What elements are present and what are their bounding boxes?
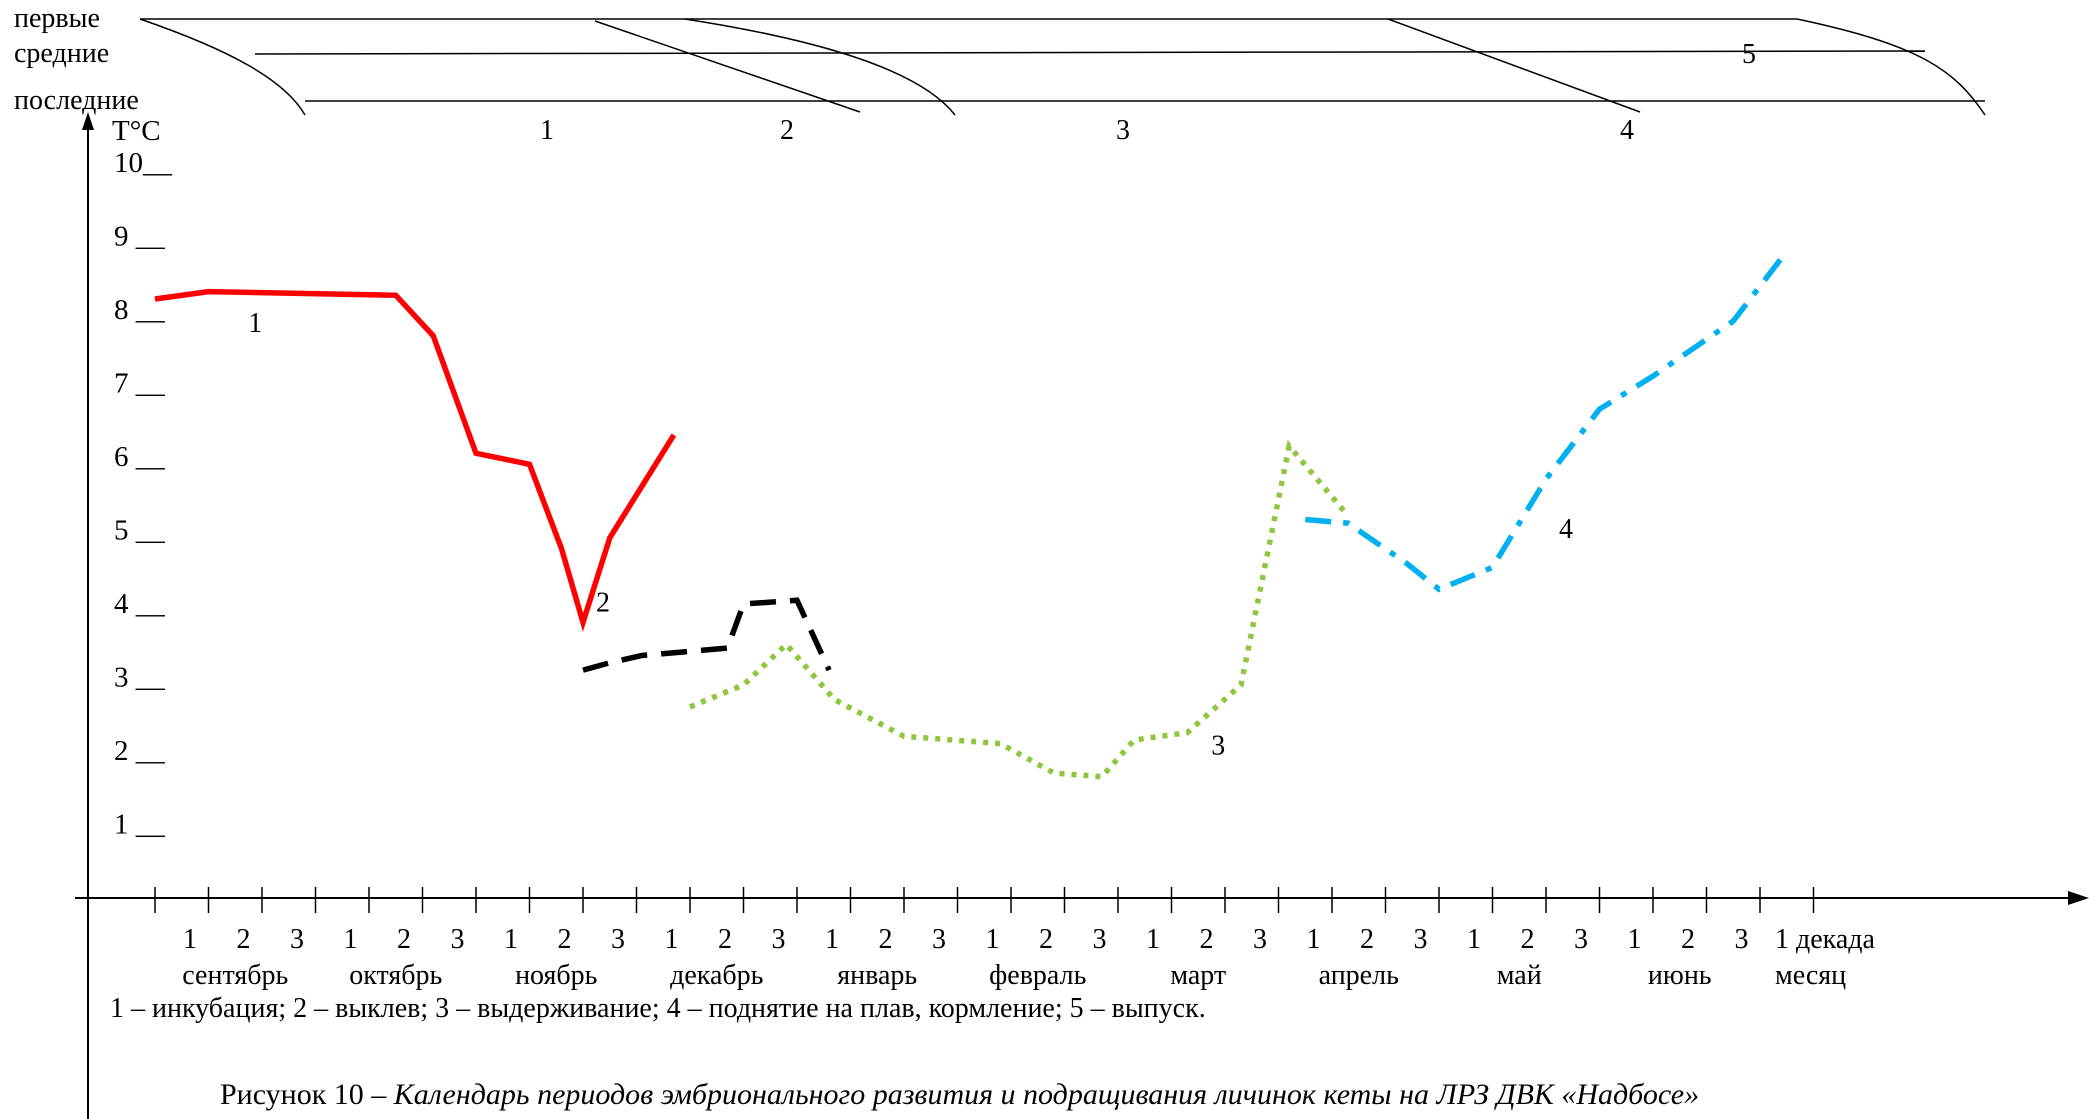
x-decade-label: 1: [825, 924, 839, 955]
band-row-label: последние: [14, 85, 139, 116]
x-decade-label: 1: [1307, 924, 1321, 955]
y-tick-label: 9 __: [114, 221, 165, 253]
band-stage-label: 3: [1116, 115, 1130, 146]
x-decade-label: 2: [1681, 924, 1695, 955]
x-decade-label: 2: [558, 924, 572, 955]
band-stage-label: 5: [1742, 39, 1756, 70]
x-decade-label: 2: [879, 924, 893, 955]
x-decade-label: 2: [397, 924, 411, 955]
x-month-label: февраль: [989, 960, 1086, 991]
x-month-label: май: [1497, 960, 1542, 991]
x-decade-label: 2: [1200, 924, 1214, 955]
x-month-label: ноябрь: [515, 960, 597, 991]
band-stage-label: 4: [1620, 115, 1634, 146]
x-decade-label: 3: [290, 924, 304, 955]
x-decade-label: 1: [1467, 924, 1481, 955]
series-label-3: 3: [1211, 731, 1225, 762]
band-connector: [684, 18, 956, 116]
x-ticks: 1 2 3 1 2 3 1 2 3 1 2 3 1 2 3 1 2 3 1 2 3 1 2 3 1 2 3 1 2 3 1 декада се…: [154, 887, 1876, 991]
y-axis-arrowhead: [82, 112, 94, 130]
x-month-label: март: [1170, 960, 1226, 991]
x-decade-label: 1: [1628, 924, 1642, 955]
x-decade-label: 3: [611, 924, 625, 955]
x-month-label: декабрь: [670, 960, 763, 991]
band-connector: [594, 20, 861, 113]
y-tick-labels: 1 __2 __3 __4 __5 __6 __7 __8 __9 __10__: [114, 147, 173, 841]
x-decade-label: 3: [1093, 924, 1107, 955]
x-decade-label: 2: [1039, 924, 1053, 955]
x-decade-label: 3: [1735, 924, 1749, 955]
band-stage-label: 1: [540, 115, 554, 146]
y-tick-label: 2 __: [114, 735, 165, 767]
x-month-label: июнь: [1648, 960, 1712, 991]
series-lines: [154, 249, 1789, 780]
legend: 1 – инкубация; 2 – выклев; 3 – выдержива…: [110, 993, 1206, 1024]
x-decade-label: 1: [665, 924, 679, 955]
x-month-label: январь: [837, 960, 917, 991]
series-labels: 1 2 3 4: [248, 308, 1573, 762]
x-decade-label: 3: [772, 924, 786, 955]
y-tick-label: 5 __: [114, 515, 165, 547]
series-label-1: 1: [248, 308, 262, 339]
x-unit-label: 1 декада: [1775, 924, 1876, 955]
x-decade-label: 1: [986, 924, 1000, 955]
series-line-3: [688, 439, 1351, 780]
band-connector: [1796, 18, 1986, 116]
band-row-label: первые: [14, 3, 100, 34]
y-tick-label: 1 __: [114, 809, 165, 841]
x-decade-label: 2: [1360, 924, 1374, 955]
x-decade-label: 2: [1521, 924, 1535, 955]
x-axis-arrowhead: [2068, 891, 2089, 905]
figure-caption: Рисунок 10 – Календарь периодов эмбриона…: [220, 1078, 1699, 1112]
band-connector: [139, 18, 306, 116]
x-decade-label: 1: [1146, 924, 1160, 955]
series-line-2: [582, 597, 832, 673]
caption-prefix: Рисунок 10 –: [220, 1078, 387, 1111]
y-tick-label: 6 __: [114, 441, 165, 473]
y-tick-label: 3 __: [114, 662, 165, 694]
x-decade-label: 3: [932, 924, 946, 955]
series-label-4: 4: [1559, 514, 1573, 545]
y-axis-label: T°C: [112, 115, 161, 147]
x-decade-label: 3: [1574, 924, 1588, 955]
series-line-4: [1305, 249, 1789, 593]
series-label-2: 2: [596, 587, 610, 618]
axes: T°C: [75, 112, 2089, 1119]
series-line-1: [154, 288, 677, 632]
x-decade-label: 1: [183, 924, 197, 955]
band-connector: [1387, 18, 1641, 113]
x-month-label: сентябрь: [182, 960, 288, 991]
x-month-label: октябрь: [349, 960, 442, 991]
x-decade-label: 3: [1414, 924, 1428, 955]
x-decade-label: 1: [504, 924, 518, 955]
x-decade-label: 1: [344, 924, 358, 955]
band-row-label: средние: [14, 38, 109, 69]
x-month-axis-label: месяц: [1775, 960, 1846, 991]
y-tick-label: 10__: [114, 147, 173, 179]
band-line-middle: [254, 50, 1926, 55]
x-month-label: апрель: [1319, 960, 1399, 991]
y-tick-label: 7 __: [114, 368, 165, 400]
caption-text: Календарь периодов эмбрионального развит…: [393, 1078, 1700, 1111]
x-decade-label: 2: [718, 924, 732, 955]
band-stage-label: 2: [780, 115, 794, 146]
top-bands-diagram: первые средние последние 1 2 3 4 5: [14, 3, 1986, 146]
y-tick-label: 4 __: [114, 588, 165, 620]
x-decade-label: 3: [1253, 924, 1267, 955]
x-decade-label: 3: [451, 924, 465, 955]
x-decade-label: 2: [237, 924, 251, 955]
